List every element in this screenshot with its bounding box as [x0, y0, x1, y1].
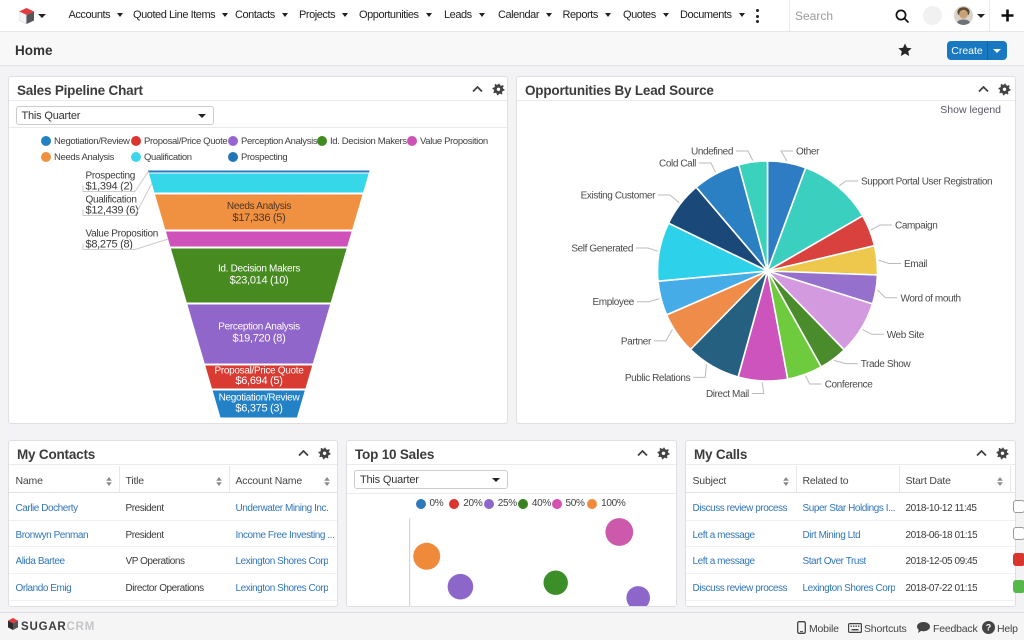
svg-text:Value Proposition: Value Proposition	[86, 229, 159, 240]
svg-text:Qualification: Qualification	[86, 195, 137, 206]
svg-text:$17,336 (5): $17,336 (5)	[233, 212, 286, 224]
svg-text:Employee: Employee	[593, 297, 635, 308]
svg-text:Existing Customer: Existing Customer	[581, 191, 656, 202]
svg-text:Conference: Conference	[825, 380, 874, 391]
svg-text:$12,439 (6): $12,439 (6)	[86, 204, 139, 216]
svg-text:Web Site: Web Site	[887, 330, 925, 341]
svg-text:Partner: Partner	[621, 336, 652, 347]
svg-text:Negotiation/Review: Negotiation/Review	[219, 393, 301, 404]
svg-text:Undefined: Undefined	[691, 147, 733, 158]
svg-text:$23,014 (10): $23,014 (10)	[230, 275, 289, 287]
svg-text:Campaign: Campaign	[895, 221, 937, 232]
svg-text:Trade Show: Trade Show	[861, 359, 912, 370]
svg-text:Proposal/Price Quote: Proposal/Price Quote	[214, 366, 304, 377]
svg-text:$1,394 (2): $1,394 (2)	[86, 180, 133, 192]
svg-text:Id. Decision Makers: Id. Decision Makers	[218, 264, 300, 275]
svg-text:Cold Call: Cold Call	[659, 159, 696, 170]
svg-text:?: ?	[986, 623, 992, 633]
svg-text:Prospecting: Prospecting	[86, 171, 136, 182]
svg-text:Word of mouth: Word of mouth	[901, 293, 961, 304]
svg-text:Needs Analysis: Needs Analysis	[227, 201, 291, 212]
svg-text:$8,275 (8): $8,275 (8)	[86, 238, 133, 250]
svg-text:Public Relations: Public Relations	[625, 373, 691, 384]
svg-text:Perception Analysis: Perception Analysis	[218, 322, 300, 333]
svg-text:Support Portal User Registrati: Support Portal User Registration	[861, 177, 992, 188]
svg-text:Self Generated: Self Generated	[571, 244, 633, 255]
svg-text:Direct Mail: Direct Mail	[706, 389, 749, 400]
svg-text:$19,720 (8): $19,720 (8)	[233, 333, 286, 345]
svg-text:$6,375 (3): $6,375 (3)	[235, 403, 282, 415]
svg-text:$6,694 (5): $6,694 (5)	[235, 375, 282, 387]
svg-text:Other: Other	[796, 147, 820, 158]
svg-text:Email: Email	[904, 259, 927, 270]
